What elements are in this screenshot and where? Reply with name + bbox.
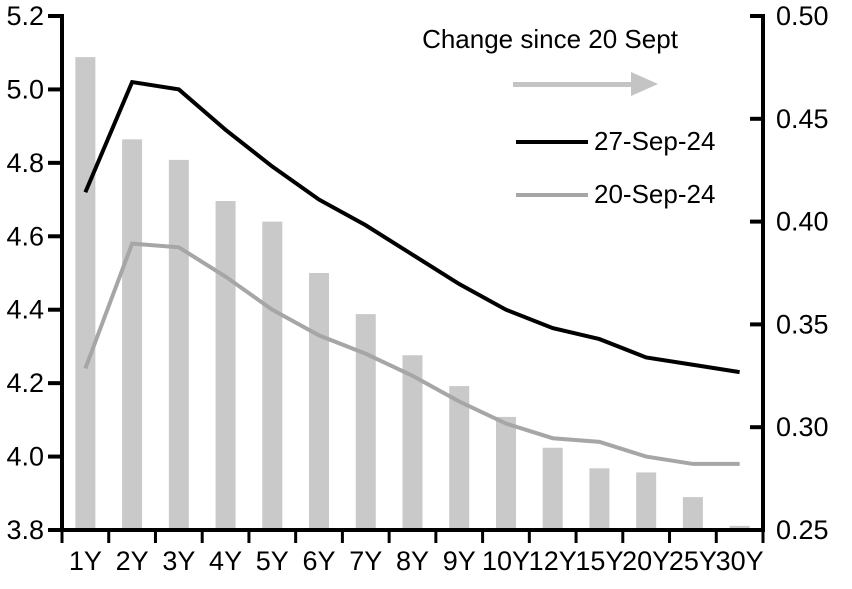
y-right-tick-label-0.30: 0.30 [776,412,829,442]
x-tick-label-5Y: 5Y [256,546,289,576]
x-tick-label-12Y: 12Y [529,546,577,576]
x-tick-label-2Y: 2Y [116,546,149,576]
bar-10Y [495,416,516,530]
bar-30Y [729,525,750,530]
y-right-tick-label-0.45: 0.45 [776,104,829,134]
bar-3Y [168,159,189,531]
x-tick-label-15Y: 15Y [575,546,623,576]
y-left-tick-label-3.8: 3.8 [6,515,44,545]
x-tick-label-7Y: 7Y [349,546,382,576]
bar-25Y [682,497,703,530]
bar-6Y [309,273,330,530]
bar-15Y [589,468,610,530]
y-left-tick-label-4.8: 4.8 [6,148,44,178]
bar-2Y [122,139,143,531]
y-left-tick-label-4.6: 4.6 [6,221,44,251]
line-27-Sep-24 [83,79,740,375]
bar-20Y [636,472,657,530]
y-left-tick-label-5.0: 5.0 [6,74,44,104]
legend-label-20-sep-24: 20-Sep-24 [594,179,716,209]
x-tick-label-25Y: 25Y [669,546,717,576]
x-tick-label-8Y: 8Y [396,546,429,576]
x-tick-label-9Y: 9Y [443,546,476,576]
bar-12Y [542,447,563,530]
line-20-Sep-24 [83,241,740,466]
y-left-tick-label-4.0: 4.0 [6,442,44,472]
legend-item-20-sep-24: 20-Sep-24 [516,179,715,210]
y-left-tick-label-4.4: 4.4 [6,295,44,325]
y-right-tick-label-0.35: 0.35 [776,309,829,339]
bar-5Y [262,221,283,530]
x-tick-label-30Y: 30Y [716,546,764,576]
x-tick-label-6Y: 6Y [303,546,336,576]
x-tick-label-4Y: 4Y [209,546,242,576]
bar-9Y [449,386,470,530]
arrow-head [631,72,658,96]
y-left-tick-label-5.2: 5.2 [6,1,44,31]
y-right-tick-label-0.40: 0.40 [776,207,829,237]
legend-item-27-sep-24: 27-Sep-24 [516,126,715,157]
legend-line-swatch-27-sep-24 [516,139,588,144]
bar-8Y [402,355,423,530]
change-arrow-icon [513,72,659,96]
legend-line-swatch-20-sep-24 [516,192,588,197]
legend-label-27-sep-24: 27-Sep-24 [594,126,716,156]
legend-title: Change since 20 Sept [422,24,678,54]
bar-1Y [75,57,96,531]
bar-4Y [215,201,236,531]
y-right-tick-label-0.25: 0.25 [776,515,829,545]
x-tick-label-10Y: 10Y [482,546,530,576]
arrow-body [513,81,631,87]
x-tick-label-1Y: 1Y [69,546,102,576]
x-tick-label-20Y: 20Y [622,546,670,576]
x-tick-label-3Y: 3Y [162,546,195,576]
y-right-tick-label-0.50: 0.50 [776,1,829,31]
y-left-tick-label-4.2: 4.2 [6,368,44,398]
bar-7Y [355,314,376,530]
